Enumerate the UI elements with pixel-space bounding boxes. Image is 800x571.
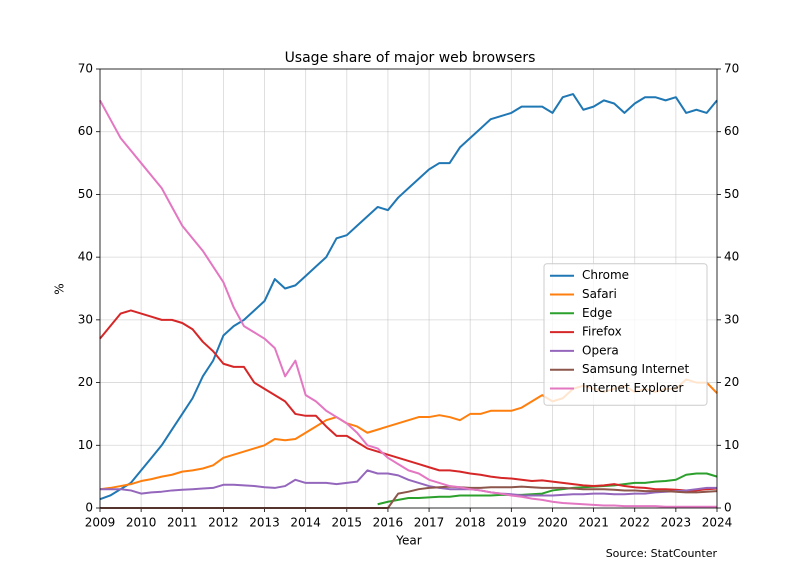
- x-tick-label: 2015: [332, 516, 363, 530]
- x-tick-label: 2016: [373, 516, 404, 530]
- x-tick-label: 2011: [167, 516, 198, 530]
- x-tick-label: 2012: [208, 516, 239, 530]
- legend-label: Firefox: [582, 325, 622, 339]
- y2-tick-label: 70: [724, 62, 739, 76]
- y-tick-label: 10: [78, 438, 93, 452]
- y2-tick-label: 0: [724, 501, 732, 515]
- x-tick-label: 2009: [85, 516, 116, 530]
- y-axis-label: %: [53, 283, 67, 294]
- series-line: [99, 93, 718, 501]
- y-tick-label: 70: [78, 62, 93, 76]
- y2-tick-label: 50: [724, 187, 739, 201]
- legend-label: Internet Explorer: [582, 381, 683, 395]
- x-tick-label: 2020: [537, 516, 568, 530]
- y2-tick-label: 10: [724, 438, 739, 452]
- chart-title: Usage share of major web browsers: [285, 50, 536, 66]
- legend-label: Safari: [582, 287, 617, 301]
- legend-label: Opera: [582, 343, 619, 357]
- series-line: [99, 99, 717, 508]
- y-tick-label: 50: [78, 187, 93, 201]
- x-tick-label: 2013: [249, 516, 280, 530]
- x-tick-label: 2024: [702, 516, 733, 530]
- y-tick-label: 0: [85, 501, 93, 515]
- legend: Chrome Safari Edge Firefox Opera Samsung Inte…: [543, 263, 708, 406]
- legend-label: Edge: [582, 306, 612, 320]
- series-line: [100, 469, 717, 497]
- y2-tick-label: 40: [724, 250, 739, 264]
- y2-tick-label: 60: [724, 124, 739, 138]
- legend-frame: [543, 263, 708, 406]
- x-tick-label: 2023: [661, 516, 692, 530]
- x-axis-label: Year: [395, 534, 421, 548]
- legend-label: Chrome: [582, 268, 629, 282]
- x-tick-label: 2019: [496, 516, 527, 530]
- y-tick-label: 40: [78, 250, 93, 264]
- x-tick-label: 2018: [455, 516, 486, 530]
- y-tick-label: 60: [78, 124, 93, 138]
- y2-tick-label: 20: [724, 375, 739, 389]
- x-tick-label: 2017: [414, 516, 445, 530]
- y-tick-label: 20: [78, 375, 93, 389]
- series-line: [377, 472, 718, 506]
- y2-tick-label: 30: [724, 312, 739, 326]
- source-note: Source: StatCounter: [606, 547, 718, 560]
- legend-label: Samsung Internet: [582, 362, 689, 376]
- x-tick-label: 2010: [126, 516, 157, 530]
- x-tick-label: 2022: [619, 516, 650, 530]
- x-tick-label: 2021: [578, 516, 609, 530]
- plot-frame: [99, 68, 718, 509]
- x-tick-label: 2014: [290, 516, 321, 530]
- y-tick-label: 30: [78, 312, 93, 326]
- series-line: [99, 309, 718, 492]
